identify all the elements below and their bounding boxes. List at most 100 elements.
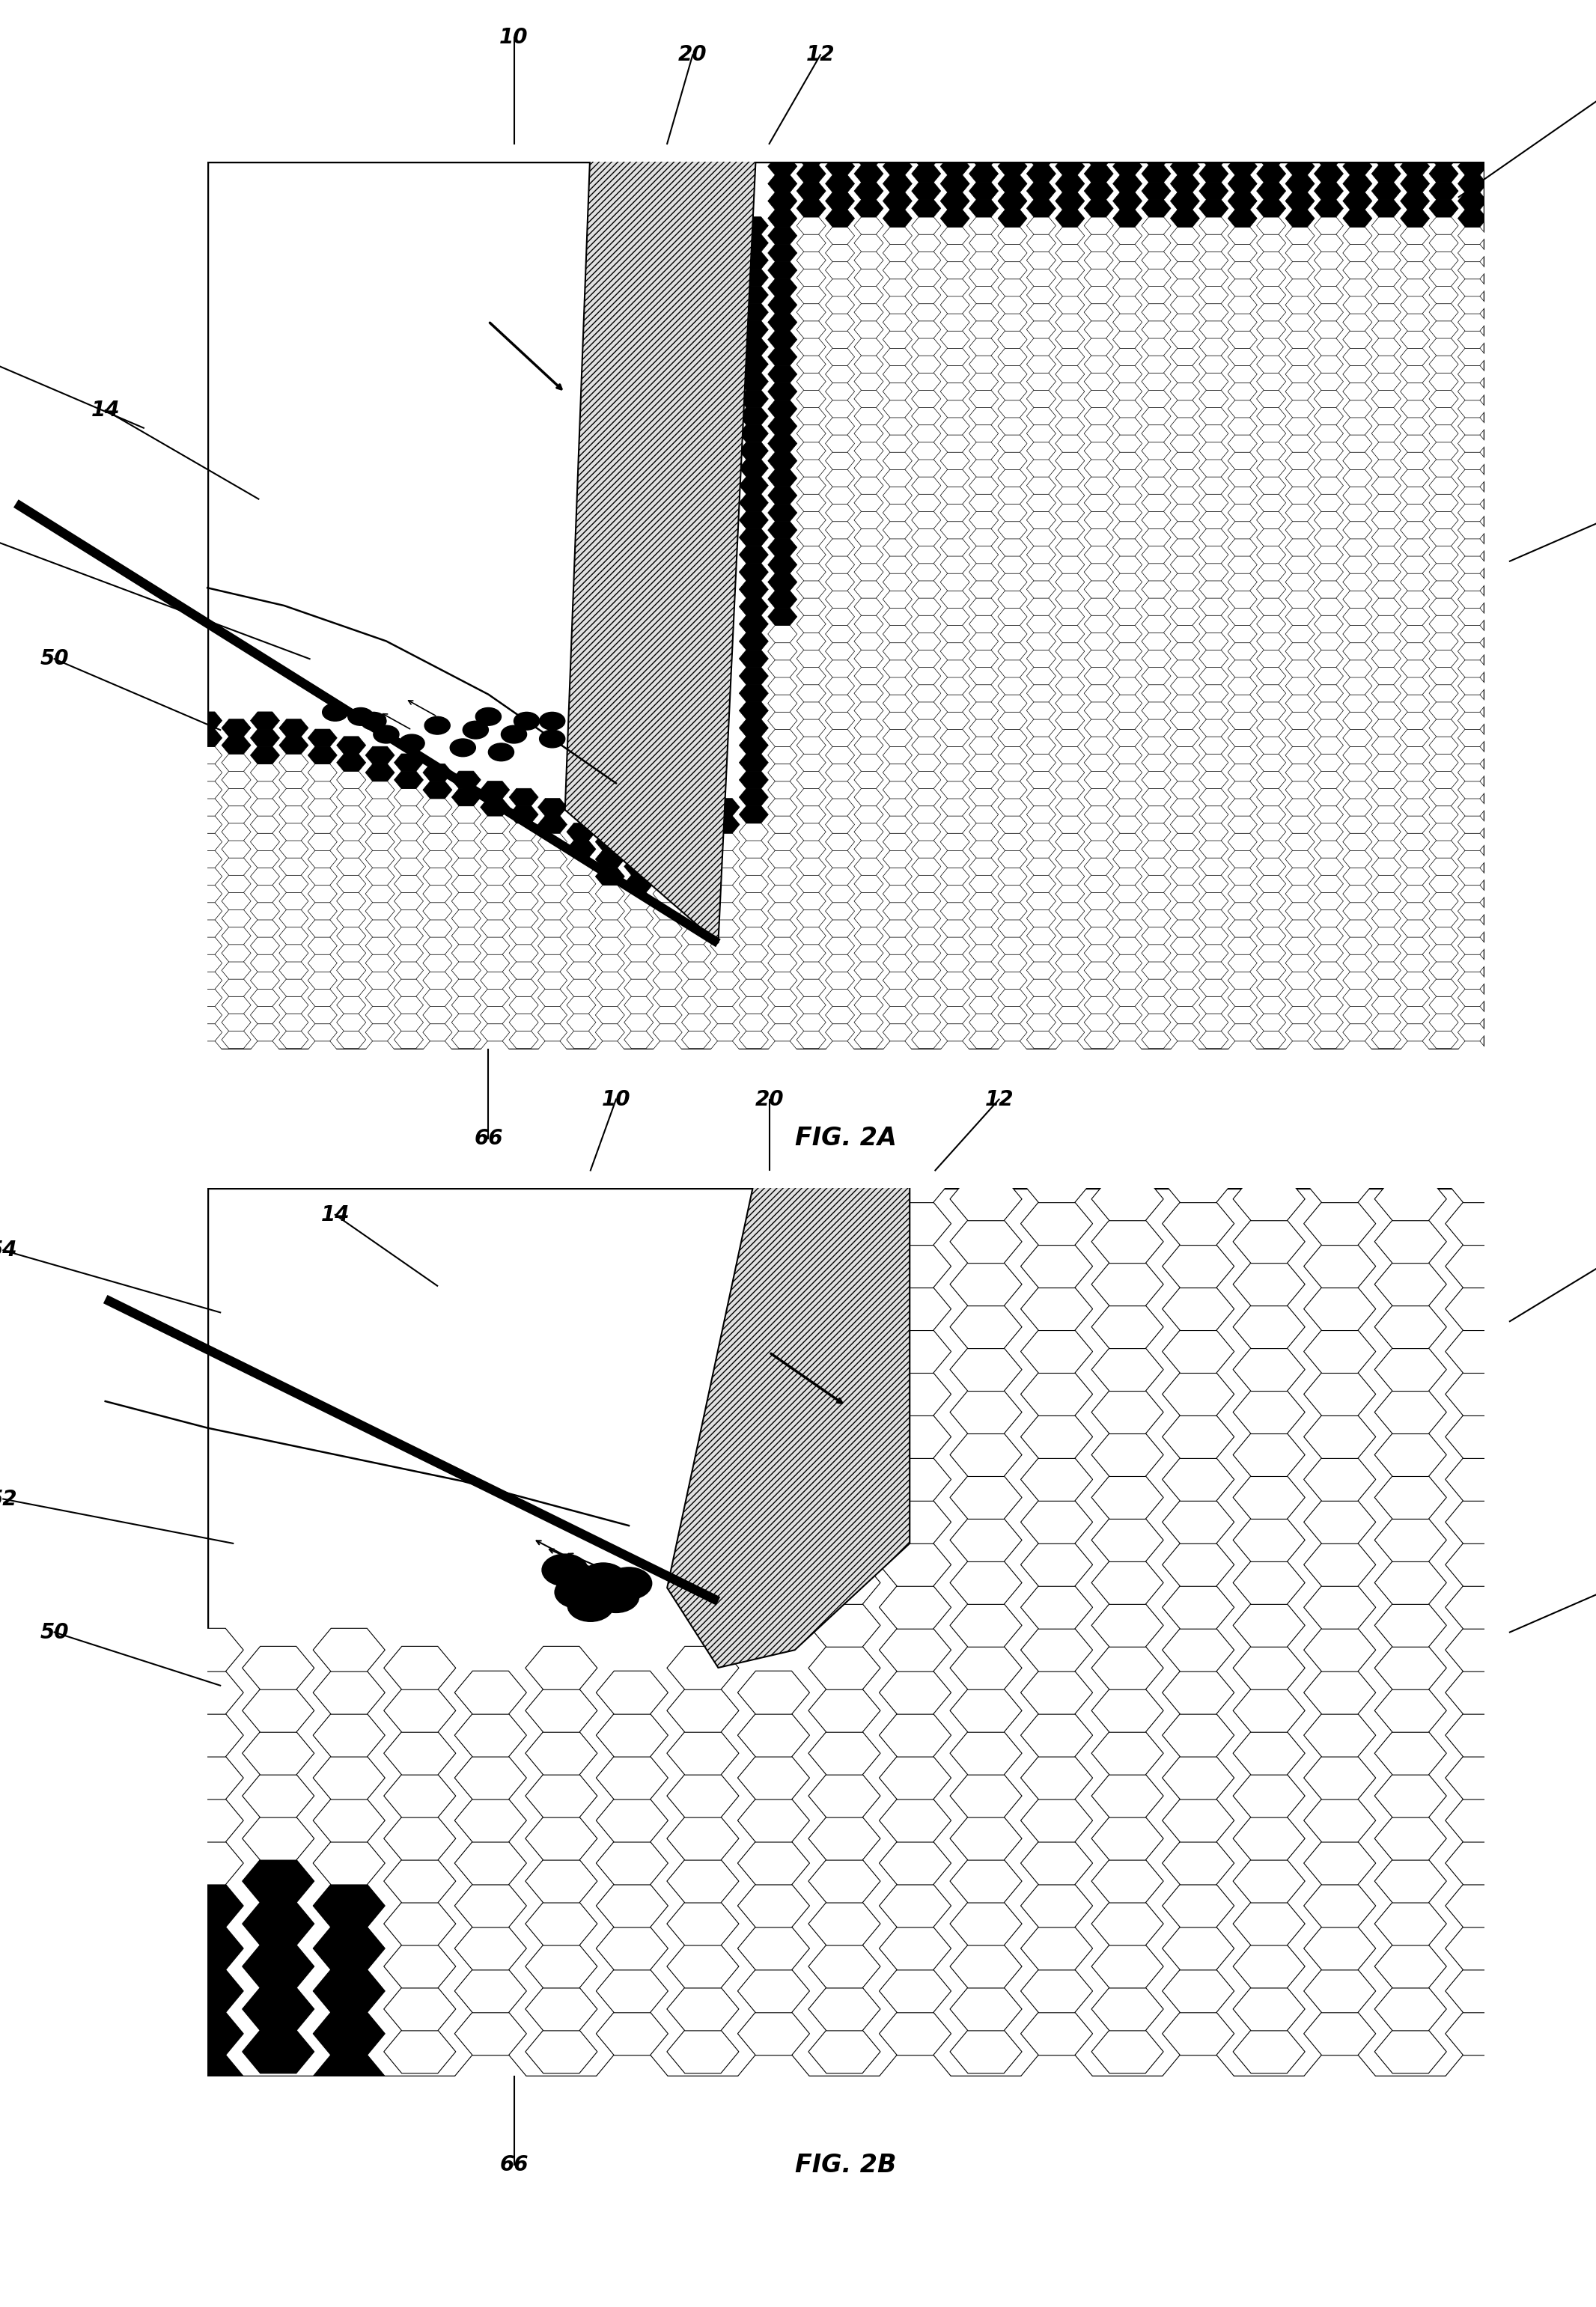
Polygon shape [854, 355, 883, 374]
Polygon shape [1026, 182, 1057, 201]
Polygon shape [940, 644, 969, 660]
Polygon shape [1170, 644, 1200, 660]
Polygon shape [1342, 833, 1373, 851]
Polygon shape [1428, 424, 1459, 443]
Polygon shape [365, 782, 394, 798]
Polygon shape [969, 251, 999, 270]
Polygon shape [455, 1670, 527, 1714]
Polygon shape [883, 556, 911, 574]
Polygon shape [171, 1970, 244, 2012]
Polygon shape [1457, 157, 1487, 175]
Polygon shape [1234, 1177, 1306, 1220]
Polygon shape [854, 182, 883, 201]
Polygon shape [1170, 191, 1200, 210]
Polygon shape [1227, 644, 1258, 660]
Polygon shape [911, 771, 940, 789]
Polygon shape [279, 893, 308, 909]
Polygon shape [383, 1818, 456, 1859]
Polygon shape [1342, 348, 1373, 367]
Polygon shape [879, 1841, 951, 1885]
Polygon shape [1026, 286, 1057, 305]
Polygon shape [1256, 685, 1286, 701]
Polygon shape [1400, 348, 1430, 367]
Polygon shape [1371, 355, 1401, 374]
Polygon shape [667, 1818, 739, 1859]
Polygon shape [308, 817, 337, 833]
Polygon shape [1141, 909, 1171, 927]
Polygon shape [768, 468, 796, 487]
Polygon shape [739, 374, 768, 390]
Polygon shape [969, 651, 999, 667]
Polygon shape [809, 1986, 881, 2030]
Polygon shape [940, 955, 969, 971]
Polygon shape [1055, 625, 1085, 644]
Polygon shape [171, 1670, 244, 1714]
Polygon shape [854, 270, 883, 286]
Polygon shape [737, 1756, 809, 1799]
Polygon shape [1371, 997, 1401, 1013]
Polygon shape [911, 563, 940, 581]
Polygon shape [1256, 148, 1286, 166]
Polygon shape [1446, 1543, 1518, 1587]
Polygon shape [624, 944, 653, 962]
Polygon shape [883, 625, 911, 644]
Polygon shape [911, 651, 940, 667]
Polygon shape [1092, 1306, 1163, 1350]
Polygon shape [509, 858, 538, 874]
Polygon shape [1486, 1013, 1516, 1031]
Polygon shape [1371, 667, 1401, 685]
Polygon shape [1199, 148, 1229, 166]
Polygon shape [667, 1903, 739, 1945]
Polygon shape [538, 1040, 567, 1059]
Polygon shape [1092, 1733, 1163, 1774]
Polygon shape [796, 390, 825, 408]
Polygon shape [854, 217, 883, 235]
Polygon shape [1457, 955, 1487, 971]
Polygon shape [1256, 997, 1286, 1013]
Polygon shape [595, 1024, 624, 1040]
Polygon shape [1342, 678, 1373, 694]
Polygon shape [940, 1040, 969, 1059]
Polygon shape [1371, 339, 1401, 355]
Polygon shape [940, 521, 969, 540]
Polygon shape [1227, 348, 1258, 367]
Polygon shape [1256, 374, 1286, 390]
Polygon shape [1314, 563, 1344, 581]
Polygon shape [940, 625, 969, 644]
Polygon shape [825, 261, 854, 279]
Polygon shape [1457, 1006, 1487, 1024]
Polygon shape [883, 851, 911, 867]
Polygon shape [911, 321, 940, 339]
Polygon shape [1021, 1629, 1093, 1673]
Polygon shape [1446, 1756, 1518, 1799]
Polygon shape [796, 824, 825, 840]
Polygon shape [1162, 1414, 1234, 1458]
Polygon shape [710, 920, 739, 937]
Polygon shape [308, 798, 337, 817]
Circle shape [373, 724, 399, 743]
Polygon shape [911, 789, 940, 805]
Polygon shape [950, 1647, 1021, 1689]
Polygon shape [883, 971, 911, 990]
Polygon shape [1374, 1518, 1446, 1562]
Polygon shape [1304, 1585, 1376, 1629]
Polygon shape [1400, 971, 1430, 990]
Polygon shape [1374, 2030, 1446, 2074]
Polygon shape [597, 2056, 669, 2097]
Polygon shape [998, 191, 1028, 210]
Polygon shape [313, 1885, 385, 1926]
Polygon shape [854, 667, 883, 685]
Polygon shape [1026, 598, 1057, 616]
Polygon shape [1055, 798, 1085, 817]
Polygon shape [1162, 1885, 1234, 1926]
Polygon shape [825, 1006, 854, 1024]
Polygon shape [883, 764, 911, 782]
Polygon shape [1428, 1031, 1459, 1047]
Polygon shape [1084, 270, 1114, 286]
Polygon shape [222, 720, 251, 736]
Polygon shape [854, 616, 883, 632]
Polygon shape [825, 817, 854, 833]
Polygon shape [1227, 365, 1258, 383]
Polygon shape [480, 886, 509, 902]
Polygon shape [1374, 1476, 1446, 1518]
